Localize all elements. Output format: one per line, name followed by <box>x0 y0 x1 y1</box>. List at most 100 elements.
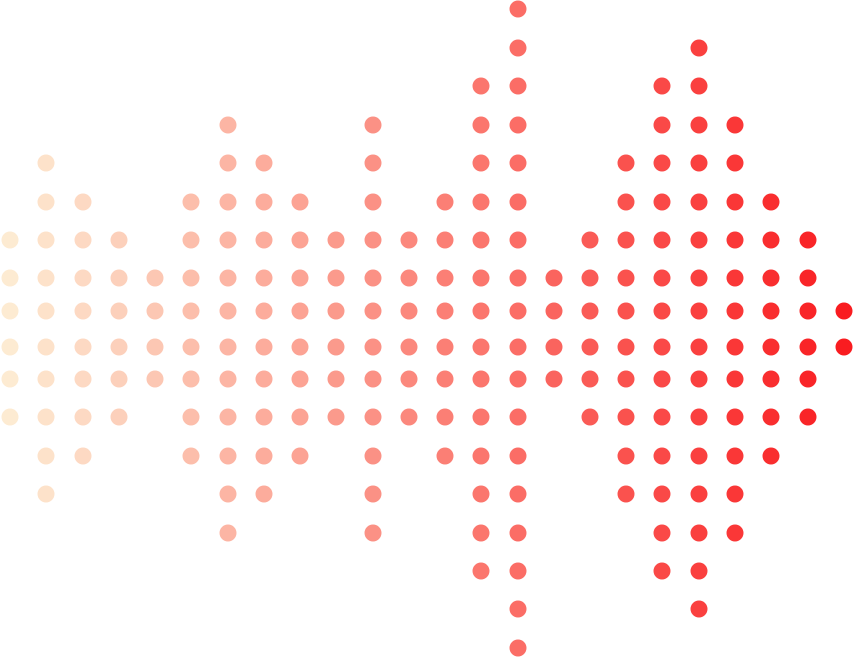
dot <box>110 408 128 426</box>
dot <box>617 338 635 356</box>
dot <box>617 269 635 287</box>
dot <box>762 193 780 211</box>
dot <box>835 302 853 320</box>
dot <box>509 77 527 95</box>
dot <box>581 231 599 249</box>
dot <box>74 408 92 426</box>
dot <box>472 370 490 388</box>
dot <box>509 154 527 172</box>
dot <box>327 231 345 249</box>
dot <box>472 485 490 503</box>
dot <box>653 338 671 356</box>
dot <box>74 370 92 388</box>
dot <box>799 408 817 426</box>
dot <box>110 338 128 356</box>
dot <box>762 370 780 388</box>
dot <box>509 600 527 618</box>
dot <box>400 338 418 356</box>
dot <box>146 302 164 320</box>
dot <box>364 116 382 134</box>
dot <box>37 408 55 426</box>
dot <box>110 370 128 388</box>
dot <box>364 524 382 542</box>
dot <box>327 370 345 388</box>
dot <box>690 524 708 542</box>
dot <box>400 302 418 320</box>
dot <box>364 370 382 388</box>
dot <box>436 302 454 320</box>
dot <box>182 370 200 388</box>
dot <box>327 408 345 426</box>
dot <box>690 485 708 503</box>
dot <box>327 338 345 356</box>
dot <box>436 338 454 356</box>
dot <box>327 302 345 320</box>
dot <box>545 302 563 320</box>
dot <box>653 231 671 249</box>
dot <box>581 408 599 426</box>
dot <box>291 269 309 287</box>
dot <box>37 447 55 465</box>
dot <box>291 370 309 388</box>
dot <box>327 269 345 287</box>
dot <box>400 231 418 249</box>
dot <box>690 231 708 249</box>
dot <box>1 408 19 426</box>
dot <box>37 231 55 249</box>
dot <box>726 485 744 503</box>
dot <box>291 447 309 465</box>
dot <box>255 447 273 465</box>
dot <box>472 562 490 580</box>
dot <box>255 269 273 287</box>
dot <box>37 485 55 503</box>
dot <box>653 370 671 388</box>
dot <box>653 193 671 211</box>
dot <box>726 408 744 426</box>
dot <box>509 116 527 134</box>
dot <box>653 524 671 542</box>
dot <box>219 231 237 249</box>
dot <box>653 269 671 287</box>
dot <box>364 338 382 356</box>
dot <box>545 338 563 356</box>
dot <box>690 447 708 465</box>
dot <box>110 231 128 249</box>
dot <box>436 408 454 426</box>
dot <box>436 447 454 465</box>
dot <box>472 408 490 426</box>
dot <box>255 485 273 503</box>
dot <box>509 0 527 18</box>
dot <box>219 524 237 542</box>
dot <box>762 338 780 356</box>
dot <box>690 116 708 134</box>
dot <box>617 302 635 320</box>
dot <box>74 338 92 356</box>
dot <box>364 408 382 426</box>
dot <box>726 231 744 249</box>
dot <box>690 193 708 211</box>
dot <box>726 269 744 287</box>
dot <box>690 302 708 320</box>
dot <box>74 193 92 211</box>
dot <box>219 116 237 134</box>
dot <box>509 231 527 249</box>
dot <box>436 269 454 287</box>
dot <box>219 269 237 287</box>
dot <box>472 447 490 465</box>
dot <box>799 231 817 249</box>
dot <box>690 408 708 426</box>
dot <box>472 231 490 249</box>
dot <box>726 338 744 356</box>
dot <box>799 370 817 388</box>
dot <box>726 193 744 211</box>
dot <box>835 338 853 356</box>
dot <box>726 524 744 542</box>
dot <box>219 302 237 320</box>
dot <box>219 370 237 388</box>
dot <box>255 231 273 249</box>
dot <box>255 338 273 356</box>
dot <box>472 524 490 542</box>
dot <box>509 338 527 356</box>
dot <box>653 447 671 465</box>
dot <box>581 302 599 320</box>
